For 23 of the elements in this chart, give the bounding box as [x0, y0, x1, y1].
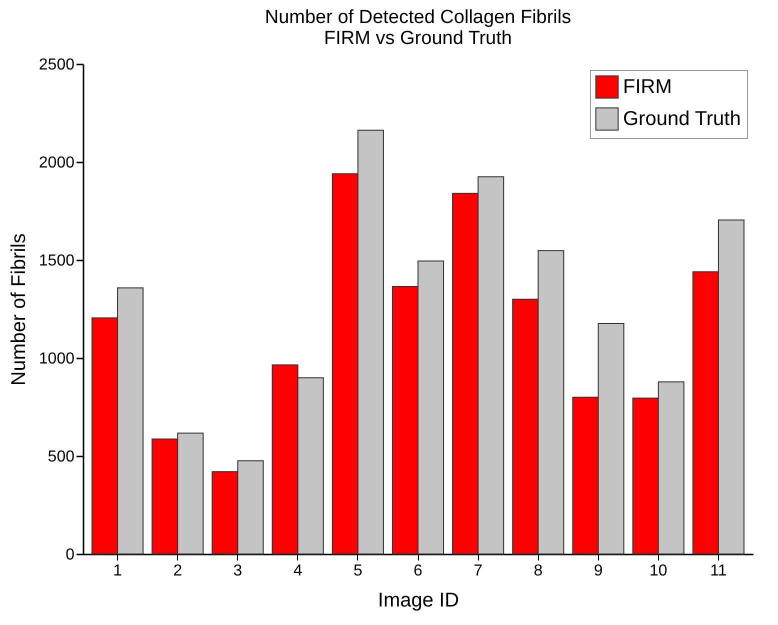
legend-label: FIRM — [623, 76, 672, 98]
x-tick-label: 2 — [173, 562, 182, 580]
x-tick-label: 8 — [534, 562, 543, 580]
legend-label: Ground Truth — [623, 108, 741, 130]
y-tick-label: 2000 — [38, 154, 75, 172]
x-tick-label: 1 — [113, 562, 122, 580]
x-tick-label: 5 — [353, 562, 362, 580]
y-tick-label: 500 — [48, 448, 75, 466]
x-tick-label: 10 — [649, 562, 668, 580]
chart-subtitle: FIRM vs Ground Truth — [324, 28, 512, 49]
x-tick-label: 4 — [293, 562, 302, 580]
y-tick-label: 1500 — [38, 252, 75, 270]
y-tick-label: 0 — [66, 546, 75, 564]
y-tick-label: 2500 — [38, 56, 75, 74]
x-tick-label: 9 — [594, 562, 603, 580]
y-tick-label: 1000 — [38, 350, 75, 368]
x-tick-label: 7 — [474, 562, 483, 580]
x-axis-title: Image ID — [378, 590, 460, 612]
x-tick-label: 6 — [414, 562, 423, 580]
y-axis-title: Number of Fibrils — [8, 233, 30, 386]
x-tick-label: 3 — [233, 562, 242, 580]
chart-title: Number of Detected Collagen Fibrils — [264, 7, 572, 28]
x-tick-label: 11 — [710, 562, 727, 580]
